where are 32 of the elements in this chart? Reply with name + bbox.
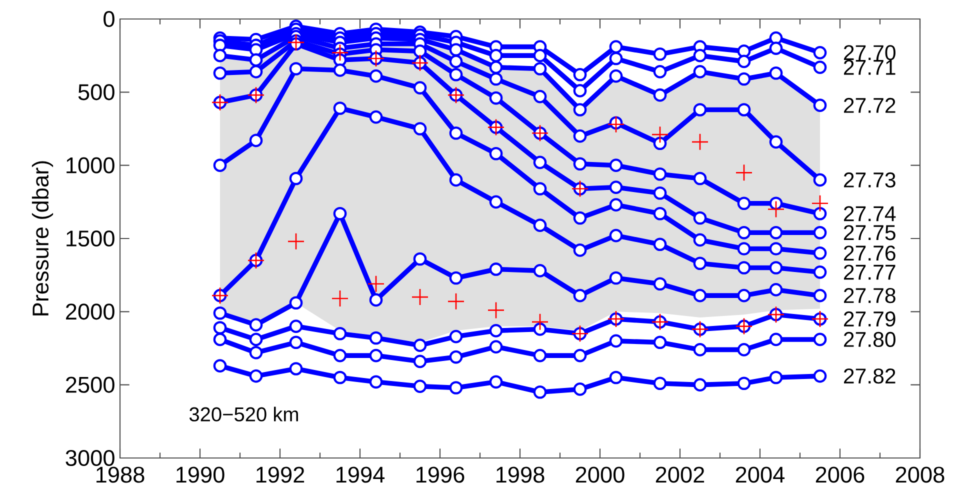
x-tick-label: 1998: [496, 466, 544, 483]
series-label: 27.76: [844, 246, 896, 261]
y-tick-label: 500: [78, 84, 114, 100]
series-label: 27.79: [844, 311, 896, 327]
series-label: 27.75: [844, 225, 896, 240]
series-label: 27.78: [844, 288, 896, 304]
x-tick-label: 1988: [96, 466, 144, 483]
y-tick-label: 3000: [66, 450, 114, 466]
series-label: 27.80: [844, 332, 896, 348]
x-tick-label: 1992: [256, 466, 304, 483]
series-label: 27.82: [844, 368, 896, 384]
y-tick-label: 2500: [66, 376, 114, 393]
series-label: 27.71: [844, 60, 896, 75]
series-label: 27.77: [844, 264, 896, 280]
x-tick-label: 2006: [816, 466, 864, 483]
y-tick-label: 1000: [66, 157, 114, 174]
x-tick-label: 1990: [176, 466, 224, 483]
x-tick-label: 2002: [656, 466, 704, 483]
x-tick-label: 1996: [416, 466, 464, 483]
x-tick-label: 2004: [736, 466, 785, 483]
y-tick-label: 0: [104, 10, 114, 28]
series-label: 27.70: [844, 45, 896, 60]
series-label: 27.72: [844, 98, 896, 113]
y-tick-label: 2000: [66, 304, 114, 320]
series-label: 27.74: [844, 206, 896, 222]
x-tick-label: 1994: [336, 466, 385, 483]
x-tick-label: 2008: [896, 466, 944, 483]
y-axis-title: Pressure (dbar): [32, 161, 54, 316]
y-tick-label: 1500: [66, 230, 114, 247]
series-label: 27.73: [844, 172, 896, 188]
annotation: 320−520 km: [189, 406, 298, 422]
x-tick-label: 2000: [576, 466, 624, 483]
